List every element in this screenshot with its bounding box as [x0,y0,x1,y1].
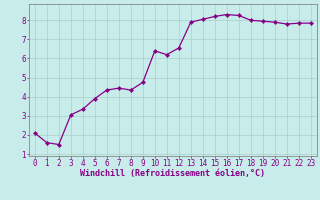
X-axis label: Windchill (Refroidissement éolien,°C): Windchill (Refroidissement éolien,°C) [80,169,265,178]
